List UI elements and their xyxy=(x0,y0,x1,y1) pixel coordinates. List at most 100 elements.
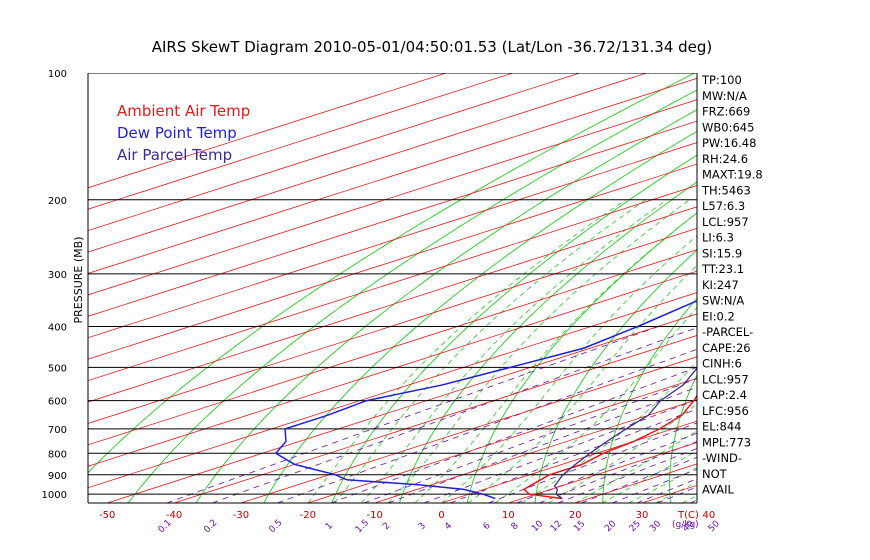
mixing-ratio-tick-label: 1 xyxy=(324,521,335,532)
mixing-ratio-tick-label: 3 xyxy=(417,521,428,532)
bottom-temp-tick-label: -30 xyxy=(233,510,249,521)
stat-line: CAP:2.4 xyxy=(702,388,747,402)
mixing-ratio-line xyxy=(636,478,697,503)
isotherm xyxy=(508,442,697,503)
chart-title: AIRS SkewT Diagram 2010-05-01/04:50:01.5… xyxy=(152,38,713,56)
bottom-axis-label: T(C) xyxy=(677,510,699,521)
bottom-temp-tick-label: -20 xyxy=(300,510,316,521)
mixing-ratio-line xyxy=(166,326,659,503)
mixing-ratio-line xyxy=(516,432,697,503)
stat-line: AVAIL xyxy=(702,483,735,497)
pressure-tick-label: 200 xyxy=(48,196,67,207)
mixing-ratio-tick-label: 25 xyxy=(628,519,643,534)
isotherm xyxy=(374,399,697,503)
stat-line: LFC:956 xyxy=(702,404,749,418)
mixing-ratio-tick-label: 50 xyxy=(707,519,722,534)
stat-line: TT:23.1 xyxy=(701,262,744,276)
dry-adiabat xyxy=(797,73,870,503)
stat-line: -PARCEL- xyxy=(702,325,753,339)
moist-adiabat xyxy=(387,199,690,503)
bottom-temp-tick-label: 20 xyxy=(569,510,582,521)
isotherm xyxy=(88,270,697,467)
isotherm xyxy=(441,420,697,503)
mixing-ratio-tick-label: 4 xyxy=(443,521,454,532)
mixing-ratio-tick-label: 20 xyxy=(603,519,618,534)
stat-line: RH:24.6 xyxy=(702,152,748,166)
legend-air-parcel-temp: Air Parcel Temp xyxy=(117,146,232,164)
isotherm xyxy=(88,77,697,274)
stat-line: MW:N/A xyxy=(702,89,747,103)
stat-line: CAPE:26 xyxy=(702,341,751,355)
stat-line: NOT xyxy=(702,467,728,481)
legend-ambient-air-temp: Ambient Air Temp xyxy=(117,102,250,120)
series-layer xyxy=(274,300,697,500)
moist-adiabat xyxy=(601,450,697,503)
mixing-ratio-line xyxy=(449,408,697,503)
stat-line: CINH:6 xyxy=(702,357,742,371)
stat-line: KI:247 xyxy=(702,278,739,292)
pressure-tick-label: 100 xyxy=(48,69,67,80)
dry-adiabat xyxy=(263,130,697,503)
stat-line: FRZ:669 xyxy=(702,105,750,119)
isotherm xyxy=(240,356,697,503)
moist-adiabat xyxy=(414,212,697,503)
isotherm xyxy=(88,73,580,232)
series-ambient-air-temp xyxy=(522,394,697,500)
mixing-ratio-line xyxy=(388,386,697,503)
mixing-ratio-tick-label: 30 xyxy=(648,519,663,534)
pressure-tick-label: 400 xyxy=(48,323,67,334)
stat-line: LI:6.3 xyxy=(702,231,734,245)
moist-adiabat xyxy=(628,467,697,503)
isotherm xyxy=(88,73,647,253)
stat-line: MAXT:19.8 xyxy=(702,168,763,182)
pressure-tick-label: 1000 xyxy=(42,490,67,501)
stat-line: WB0:645 xyxy=(702,120,754,134)
pressure-tick-label: 800 xyxy=(48,449,67,460)
isotherm xyxy=(843,73,870,503)
stat-line: TH:5463 xyxy=(701,183,751,197)
stat-line: EL:844 xyxy=(702,420,742,434)
dry-adiabat xyxy=(331,154,697,503)
series-dew-point-temp xyxy=(274,300,697,500)
mixing-ratio-line xyxy=(277,348,697,503)
isotherm xyxy=(776,73,870,503)
isotherm xyxy=(88,120,697,317)
pressure-tick-label: 900 xyxy=(48,471,67,482)
mixing-ratio-tick-label: 2 xyxy=(381,521,392,532)
moist-adiabat xyxy=(441,235,697,503)
mixing-ratio-line xyxy=(363,378,697,503)
isotherm xyxy=(88,73,514,210)
mixing-ratio-tick-label: 15 xyxy=(572,519,587,534)
stat-line: -WIND- xyxy=(702,451,742,465)
pressure-tick-label: 600 xyxy=(48,397,67,408)
moist-adiabat xyxy=(548,403,697,503)
pressure-tick-label: 500 xyxy=(48,363,67,374)
dry-adiabat xyxy=(195,109,697,503)
bottom-temp-tick-label: -40 xyxy=(166,510,182,521)
pressure-tick-label: 700 xyxy=(48,425,67,436)
stat-line: EI:0.2 xyxy=(702,309,735,323)
pressure-tick-label: 300 xyxy=(48,270,67,281)
mixing-ratio-tick-label: 10 xyxy=(530,519,545,534)
bottom-temp-tick-label: 0 xyxy=(438,510,444,521)
dry-adiabat xyxy=(602,297,697,503)
isotherm xyxy=(88,73,447,189)
isotherm xyxy=(173,334,697,503)
moist-adiabat xyxy=(361,199,668,503)
isotherm xyxy=(88,227,697,424)
isotherm xyxy=(88,163,697,360)
grid-layer xyxy=(88,73,870,503)
mixing-ratio-line xyxy=(212,327,697,503)
bottom-temp-tick-label: 10 xyxy=(502,510,515,521)
stat-line: LCL:957 xyxy=(702,372,749,386)
series-air-parcel-temp xyxy=(553,367,697,500)
dry-adiabat xyxy=(466,212,697,503)
legend-dew-point-temp: Dew Point Temp xyxy=(117,124,237,142)
moist-adiabat xyxy=(307,199,626,503)
mixing-ratio-line xyxy=(488,422,697,503)
bottom-temp-tick-label: -10 xyxy=(366,510,382,521)
dry-adiabat xyxy=(534,249,697,503)
stat-line: LCL:957 xyxy=(702,215,749,229)
